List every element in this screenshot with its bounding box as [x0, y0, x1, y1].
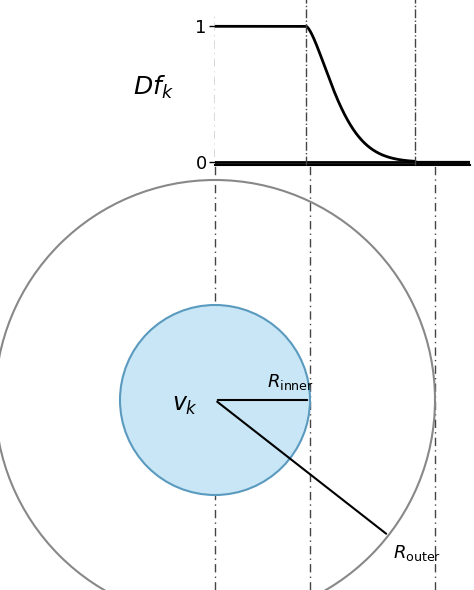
Text: $R_{\rm outer}$: $R_{\rm outer}$ [393, 543, 441, 563]
Text: $v_k$: $v_k$ [172, 393, 198, 417]
Y-axis label: $Df_k$: $Df_k$ [133, 74, 174, 101]
Circle shape [120, 305, 310, 495]
Text: $R_{\rm inner}$: $R_{\rm inner}$ [267, 372, 314, 392]
